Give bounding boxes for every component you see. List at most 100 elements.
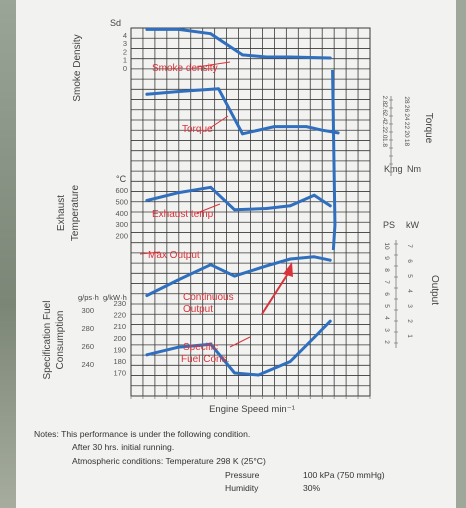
series-point-torque xyxy=(273,125,276,128)
series-point-smoke xyxy=(177,28,181,31)
torque-tick-label-right: 26 xyxy=(403,105,410,113)
smoke-tick-label: 3 xyxy=(123,39,127,48)
fuel-tick-label-right: 200 xyxy=(113,334,126,343)
series-point-output xyxy=(288,257,292,261)
notes-pressure-label: Pressure xyxy=(225,470,260,480)
exhaust-tick-label: 300 xyxy=(115,220,128,229)
series-line-fuel xyxy=(145,319,332,377)
performance-sheet xyxy=(16,0,456,508)
series-point-fuel xyxy=(177,345,181,349)
fuel-axis-label-1: Specification Fuel xyxy=(42,301,53,380)
series-point-exhaust xyxy=(145,199,149,202)
smoke-annotation: Smoke density xyxy=(152,63,218,74)
fuel-tick-label-left: 280 xyxy=(81,324,94,333)
series-point-torque xyxy=(320,128,324,132)
torque-annotation: Torque xyxy=(182,124,213,135)
series-point-torque xyxy=(241,132,244,136)
fuel-tick-label-left: 260 xyxy=(81,342,94,351)
series-point-torque xyxy=(145,92,149,96)
output-unit-right: kW xyxy=(406,220,420,230)
max-output-annotation: Max Output xyxy=(148,250,200,261)
exhaust-tick-label: 600 xyxy=(115,186,128,195)
output-tick-label-right: 1 xyxy=(406,334,413,338)
torque-axis-label: Torque xyxy=(423,113,434,144)
torque-tick-label-right: 22 xyxy=(403,122,410,130)
output-tick-label-right: 2 xyxy=(406,319,413,323)
output-axis-label: Output xyxy=(429,275,440,305)
torque-tick-label-left: 2.0 xyxy=(381,129,388,138)
series-point-fuel xyxy=(145,353,149,357)
series-point-torque xyxy=(336,131,340,135)
series-point-smoke xyxy=(265,55,268,59)
series-point-smoke xyxy=(209,32,213,36)
chart-curves xyxy=(145,27,340,377)
x-axis-label: Engine Speed min⁻¹ xyxy=(209,404,295,415)
series-point-exhaust xyxy=(233,208,237,212)
output-tick-label-right: 5 xyxy=(406,274,413,278)
exhaust-tick-label: 400 xyxy=(115,209,128,218)
fuel-tick-label-right: 180 xyxy=(113,357,126,366)
output-tick-label-left: 10 xyxy=(383,242,390,250)
series-point-output xyxy=(312,255,316,259)
notes-line-2: After 30 hrs. initial running. xyxy=(72,442,174,452)
fuel-tick-label-right: 210 xyxy=(113,322,126,331)
fuel-axis-label-2: Consumption xyxy=(55,311,66,370)
notes-humidity-label: Humidity xyxy=(225,483,259,493)
series-point-output xyxy=(209,263,213,267)
series-point-exhaust xyxy=(209,185,213,189)
continuous-output-arrow xyxy=(261,262,293,315)
series-point-fuel xyxy=(257,373,260,377)
series-point-output xyxy=(177,278,181,281)
fuel-tick-label-left: 300 xyxy=(81,306,94,315)
background-right xyxy=(456,0,466,508)
series-point-output xyxy=(265,264,268,268)
governor-drop-line xyxy=(331,69,337,251)
smoke-tick-label: 4 xyxy=(123,31,127,40)
series-point-exhaust xyxy=(177,191,181,195)
series-point-output xyxy=(328,258,332,262)
torque-unit-right: Nm xyxy=(407,164,421,174)
output-tick-label-right: 4 xyxy=(406,289,413,293)
fuel-unit-right: g/kW·h xyxy=(103,293,127,302)
notes-humidity-value: 30% xyxy=(303,483,321,493)
output-tick-label-left: 2 xyxy=(383,340,390,344)
fuel-tick-label-right: 220 xyxy=(113,311,126,320)
series-point-output xyxy=(233,274,237,278)
fuel-tick-label-right: 190 xyxy=(113,345,126,354)
output-unit-left: PS xyxy=(383,220,395,230)
series-point-exhaust xyxy=(328,204,332,208)
smoke-axis-label: Smoke Density xyxy=(72,34,83,101)
torque-tick-label-right: 24 xyxy=(403,113,410,121)
torque-tick-label-left: 2.6 xyxy=(381,104,388,113)
exhaust-tick-label: 500 xyxy=(115,197,128,206)
smoke-tick-label: 0 xyxy=(123,64,127,73)
series-point-fuel xyxy=(328,319,332,323)
smoke-tick-label: 2 xyxy=(123,47,127,56)
notes-line-3: Atmospheric conditions: Temperature 298 … xyxy=(72,456,266,466)
output-tick-label-left: 9 xyxy=(383,256,390,260)
series-point-torque xyxy=(217,87,221,91)
exhaust-axis-label-2: Temperature xyxy=(70,184,81,241)
background-left xyxy=(0,0,16,508)
torque-tick-label-left: 2.2 xyxy=(381,121,388,130)
fuel-annotation-2: Fuel Cons. xyxy=(181,354,229,365)
exhaust-annotation: Exhaust temp. xyxy=(152,209,216,220)
exhaust-axis-label-1: Exhaust xyxy=(56,195,67,231)
smoke-tick-label: 1 xyxy=(123,56,127,65)
smoke-unit: Sd xyxy=(110,18,121,28)
series-point-smoke xyxy=(328,56,332,60)
output-tick-label-left: 4 xyxy=(383,316,390,320)
series-point-fuel xyxy=(312,336,316,339)
exhaust-tick-label: 200 xyxy=(115,232,128,241)
series-point-torque xyxy=(177,90,181,93)
torque-tick-label-left: 2.8 xyxy=(381,95,388,104)
output-tick-label-right: 7 xyxy=(406,244,413,248)
output-tick-label-left: 7 xyxy=(383,280,390,284)
fuel-annotation-1: Specific xyxy=(183,342,218,353)
series-point-output xyxy=(145,294,149,297)
notes-line-1: Notes: This performance is under the fol… xyxy=(34,429,250,439)
continuous-output-annotation-2: Output xyxy=(183,304,213,315)
torque-tick-label-right: 20 xyxy=(403,130,410,138)
series-line-output xyxy=(145,255,332,297)
